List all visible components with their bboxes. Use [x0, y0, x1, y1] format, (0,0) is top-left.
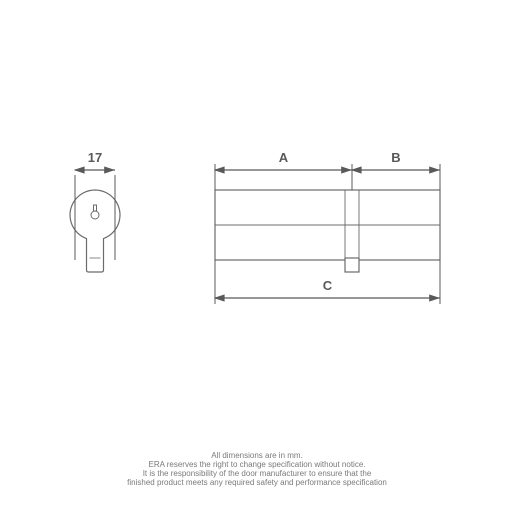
dimension-label: A — [279, 150, 289, 165]
dimension-A: A — [215, 150, 352, 170]
footer-line: It is the responsibility of the door man… — [143, 469, 372, 478]
side-view — [215, 190, 440, 272]
dimension-label: C — [323, 278, 333, 293]
footer-line: All dimensions are in mm. — [211, 451, 303, 460]
front-view — [70, 190, 120, 272]
dimension-17: 17 — [75, 150, 115, 170]
dimension-C: C — [215, 278, 440, 298]
dimension-B: B — [352, 150, 440, 170]
dimension-label: B — [391, 150, 400, 165]
dimension-label: 17 — [88, 150, 102, 165]
footer-line: ERA reserves the right to change specifi… — [148, 460, 365, 469]
footer-line: finished product meets any required safe… — [127, 478, 387, 487]
footer-note: All dimensions are in mm.ERA reserves th… — [127, 451, 387, 487]
